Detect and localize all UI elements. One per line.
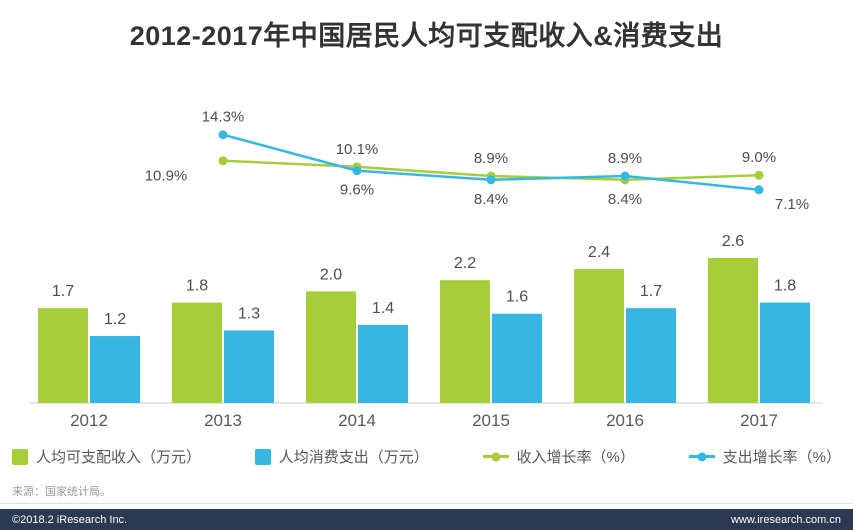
bar-value-label: 2.0 — [320, 266, 342, 283]
bar-value-label: 1.3 — [238, 305, 260, 322]
source-note: 来源：国家统计局。 — [12, 486, 111, 498]
bar-value-label: 1.8 — [186, 278, 208, 295]
bar-income — [172, 302, 222, 403]
line-value-label: 8.9% — [474, 150, 508, 167]
bar-value-label: 2.2 — [454, 255, 476, 272]
bar-income — [306, 291, 356, 403]
line-value-label: 9.0% — [742, 149, 776, 166]
income-line-marker — [482, 452, 509, 461]
legend-label-expenditure-bar: 人均消费支出（万元） — [278, 449, 429, 466]
line-value-label: 10.9% — [145, 168, 188, 185]
line-value-label: 9.6% — [340, 182, 374, 199]
bar-expenditure — [492, 313, 542, 403]
line-point — [218, 156, 228, 166]
line-point — [352, 166, 362, 176]
legend-item-income-growth-line: 收入增长率（%） — [482, 446, 635, 467]
bar-expenditure — [224, 330, 274, 403]
bar-expenditure — [760, 302, 810, 403]
bar-value-label: 1.6 — [506, 289, 528, 306]
expenditure-bar-swatch — [254, 448, 271, 465]
line-point — [486, 175, 496, 185]
bar-value-label: 1.4 — [372, 300, 394, 317]
website-text: www.iresearch.com.cn — [730, 513, 841, 526]
line-point — [754, 185, 764, 195]
chart-title: 2012-2017年中国居民人均可支配收入&消费支出 — [129, 21, 724, 51]
x-axis-label-2014: 2014 — [338, 411, 376, 430]
line-value-label: 10.1% — [336, 141, 379, 158]
bar-value-label: 1.2 — [104, 311, 126, 328]
expenditure-line-marker — [688, 452, 715, 461]
bar-income — [38, 308, 88, 403]
bar-expenditure — [90, 336, 140, 403]
legend-label-income-growth: 收入增长率（%） — [516, 449, 635, 466]
bar-value-label: 2.4 — [588, 244, 610, 261]
line-value-label: 8.9% — [608, 150, 642, 167]
x-axis-label-2012: 2012 — [70, 411, 108, 430]
expenditure-line-dot — [697, 452, 707, 461]
footer-separator-line — [0, 503, 853, 504]
bar-income — [440, 280, 490, 403]
bar-value-label: 2.6 — [722, 233, 744, 250]
line-point — [620, 171, 630, 181]
line-point — [218, 130, 228, 140]
line-value-label: 14.3% — [202, 109, 245, 126]
x-axis-label-2016: 2016 — [606, 411, 644, 430]
legend: 人均可支配收入（万元） 人均消费支出（万元） 收入增长率（%） 支出增长率（%） — [0, 446, 853, 467]
bar-income — [574, 269, 624, 403]
x-axis-label-2015: 2015 — [472, 411, 510, 430]
income-line-dot — [491, 452, 501, 461]
legend-item-income-bar: 人均可支配收入（万元） — [12, 446, 201, 467]
line-value-label: 8.4% — [608, 191, 642, 208]
line-value-label: 8.4% — [474, 191, 508, 208]
line-value-label: 7.1% — [775, 196, 809, 213]
x-axis-label-2013: 2013 — [204, 411, 242, 430]
income-bar-swatch — [12, 448, 28, 465]
line-point — [754, 170, 764, 180]
legend-item-expenditure-growth-line: 支出增长率（%） — [688, 446, 841, 467]
bar-value-label: 1.7 — [640, 283, 662, 300]
bar-value-label: 1.7 — [52, 283, 74, 300]
bar-expenditure — [358, 324, 408, 403]
x-axis-label-2017: 2017 — [740, 411, 778, 430]
footer-bar: ©2018.2 iResearch Inc. www.iresearch.com… — [0, 509, 853, 530]
copyright-text: ©2018.2 iResearch Inc. — [12, 513, 128, 526]
legend-item-expenditure-bar: 人均消费支出（万元） — [254, 446, 429, 467]
legend-label-income-bar: 人均可支配收入（万元） — [36, 449, 202, 466]
bar-income — [708, 257, 758, 403]
legend-label-expenditure-growth: 支出增长率（%） — [722, 449, 841, 466]
bar-value-label: 1.8 — [774, 278, 796, 295]
bar-expenditure — [626, 308, 676, 403]
